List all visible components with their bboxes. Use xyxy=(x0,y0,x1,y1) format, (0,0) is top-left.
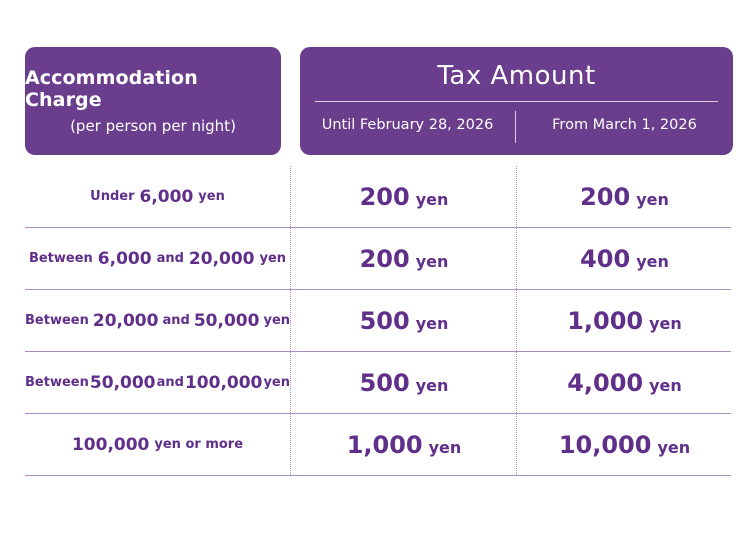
tax-until-cell: 500 yen xyxy=(290,290,517,351)
charge-amount-high: 20,000 xyxy=(188,248,255,269)
tax-unit: yen xyxy=(415,314,449,333)
table-row: Between 20,000 and 50,000 yen 500 yen 1,0… xyxy=(25,290,731,352)
tax-value: 10,000 xyxy=(558,430,652,459)
accommodation-charge-title: Accommodation Charge xyxy=(25,67,198,111)
tax-value: 500 xyxy=(359,368,410,397)
charge-prefix: Between xyxy=(25,375,89,390)
accommodation-charge-header: Accommodation Charge (per person per nig… xyxy=(25,47,281,155)
header-divider-horizontal xyxy=(315,101,718,102)
accommodation-charge-subtitle: (per person per night) xyxy=(70,117,236,135)
charge-prefix: Between xyxy=(28,251,93,266)
tax-unit: yen xyxy=(649,314,682,333)
table-row: Between 50,000 and 100,000 yen 500 yen 4,… xyxy=(25,352,731,414)
tax-amount-title: Tax Amount xyxy=(437,61,596,91)
column-from-label: From March 1, 2026 xyxy=(552,117,697,133)
charge-amount-high: 100,000 xyxy=(184,372,263,393)
charge-and: and xyxy=(156,251,184,266)
tax-value: 200 xyxy=(580,182,631,211)
table-row: Between 6,000 and 20,000 yen 200 yen 400 y… xyxy=(25,228,731,290)
charge-cell: Between 6,000 and 20,000 yen xyxy=(25,228,290,289)
tax-value: 1,000 xyxy=(567,306,644,335)
column-until-label: Until February 28, 2026 xyxy=(321,117,494,133)
charge-amount: 100,000 xyxy=(71,434,150,455)
tax-unit: yen xyxy=(657,438,691,457)
tax-unit: yen xyxy=(415,252,449,271)
tax-table: Under 6,000 yen 200 yen 200 yen Between 6,… xyxy=(25,166,731,476)
tax-from-cell: 10,000 yen xyxy=(516,414,732,475)
tax-value: 4,000 xyxy=(567,368,644,397)
tax-value: 200 xyxy=(359,182,410,211)
tax-amount-header: Tax Amount Until February 28, 2026 From … xyxy=(300,47,733,155)
tax-unit: yen xyxy=(649,376,682,395)
charge-suffix: yen or more xyxy=(154,437,244,452)
charge-prefix: Between xyxy=(25,313,89,328)
charge-suffix: yen xyxy=(263,313,291,328)
charge-suffix: yen xyxy=(259,251,287,266)
charge-cell: 100,000 yen or more xyxy=(25,414,290,475)
header-divider-vertical xyxy=(515,111,516,143)
table-row: 100,000 yen or more 1,000 yen 10,000 yen xyxy=(25,414,731,476)
charge-and: and xyxy=(156,375,184,390)
tax-unit: yen xyxy=(415,190,449,209)
charge-amount-high: 50,000 xyxy=(193,310,260,331)
tax-value: 200 xyxy=(359,244,410,273)
tax-from-cell: 4,000 yen xyxy=(516,352,732,413)
charge-cell: Between 50,000 and 100,000 yen xyxy=(25,352,290,413)
charge-amount-low: 50,000 xyxy=(89,372,156,393)
charge-amount: 6,000 xyxy=(139,186,194,207)
tax-unit: yen xyxy=(636,190,669,209)
charge-amount-low: 6,000 xyxy=(97,248,152,269)
tax-from-cell: 1,000 yen xyxy=(516,290,732,351)
tax-unit: yen xyxy=(636,252,669,271)
charge-prefix: Under xyxy=(90,189,135,204)
tax-unit: yen xyxy=(428,438,462,457)
charge-cell: Under 6,000 yen xyxy=(25,166,290,227)
charge-suffix: yen xyxy=(263,375,290,390)
charge-suffix: yen xyxy=(198,189,225,204)
tax-value: 1,000 xyxy=(346,430,423,459)
tax-until-cell: 500 yen xyxy=(290,352,517,413)
tax-until-cell: 1,000 yen xyxy=(290,414,517,475)
charge-cell: Between 20,000 and 50,000 yen xyxy=(25,290,290,351)
tax-value: 400 xyxy=(580,244,631,273)
tax-unit: yen xyxy=(415,376,449,395)
tax-value: 500 xyxy=(359,306,410,335)
tax-from-cell: 200 yen xyxy=(516,166,732,227)
charge-and: and xyxy=(162,313,190,328)
tax-until-cell: 200 yen xyxy=(290,228,517,289)
tax-until-cell: 200 yen xyxy=(290,166,517,227)
table-row: Under 6,000 yen 200 yen 200 yen xyxy=(25,166,731,228)
charge-amount-low: 20,000 xyxy=(92,310,159,331)
tax-from-cell: 400 yen xyxy=(516,228,732,289)
